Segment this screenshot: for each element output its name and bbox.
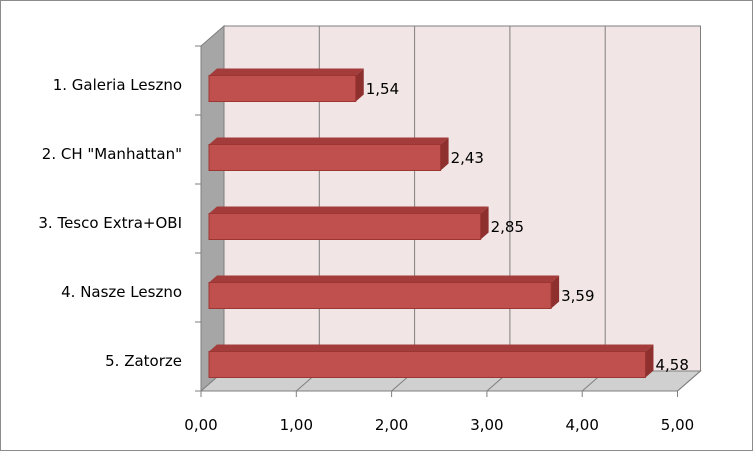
bar <box>208 206 489 240</box>
data-label: 2,43 <box>451 149 484 167</box>
data-label: 3,59 <box>561 287 594 305</box>
bar-front <box>208 213 482 240</box>
data-labels: 1,54 2,43 2,85 3,59 4,58 <box>366 80 689 374</box>
category-label: 2. CH "Manhattan" <box>42 145 182 163</box>
x-tick-label: 3,00 <box>470 416 503 434</box>
data-label: 4,58 <box>655 356 688 374</box>
bar-front <box>208 351 646 378</box>
bar-top <box>209 275 560 283</box>
bar-top <box>209 137 449 145</box>
bar-side <box>480 206 489 240</box>
bar <box>208 137 449 171</box>
data-label: 1,54 <box>366 80 399 98</box>
bar-side <box>440 137 449 171</box>
bar-side <box>355 68 364 102</box>
gridlines <box>195 26 701 397</box>
x-tick-label: 5,00 <box>661 416 694 434</box>
bar-front <box>208 144 442 171</box>
x-axis-tick-labels: 0,00 1,00 2,00 3,00 4,00 5,00 <box>184 416 694 434</box>
bar-side <box>645 344 654 378</box>
bar-front <box>208 75 357 102</box>
data-label: 2,85 <box>491 218 524 236</box>
category-labels: 1. Galeria Leszno 2. CH "Manhattan" 3. Tes… <box>38 76 182 370</box>
category-label: 5. Zatorze <box>105 352 182 370</box>
gridline-floor <box>677 370 701 392</box>
bar-top <box>209 344 654 352</box>
bar <box>208 275 560 309</box>
bar-side <box>551 275 560 309</box>
category-label: 4. Nasze Leszno <box>61 283 182 301</box>
category-label: 3. Tesco Extra+OBI <box>38 214 182 232</box>
bar <box>208 344 654 378</box>
bar-front <box>208 282 552 309</box>
x-tick-label: 2,00 <box>375 416 408 434</box>
bar-top <box>209 68 364 76</box>
bar-top <box>209 206 489 214</box>
x-tick-label: 1,00 <box>280 416 313 434</box>
bar <box>208 68 364 102</box>
x-tick-label: 4,00 <box>565 416 598 434</box>
x-tick-label: 0,00 <box>184 416 217 434</box>
bars <box>208 68 654 378</box>
category-label: 1. Galeria Leszno <box>53 76 182 94</box>
